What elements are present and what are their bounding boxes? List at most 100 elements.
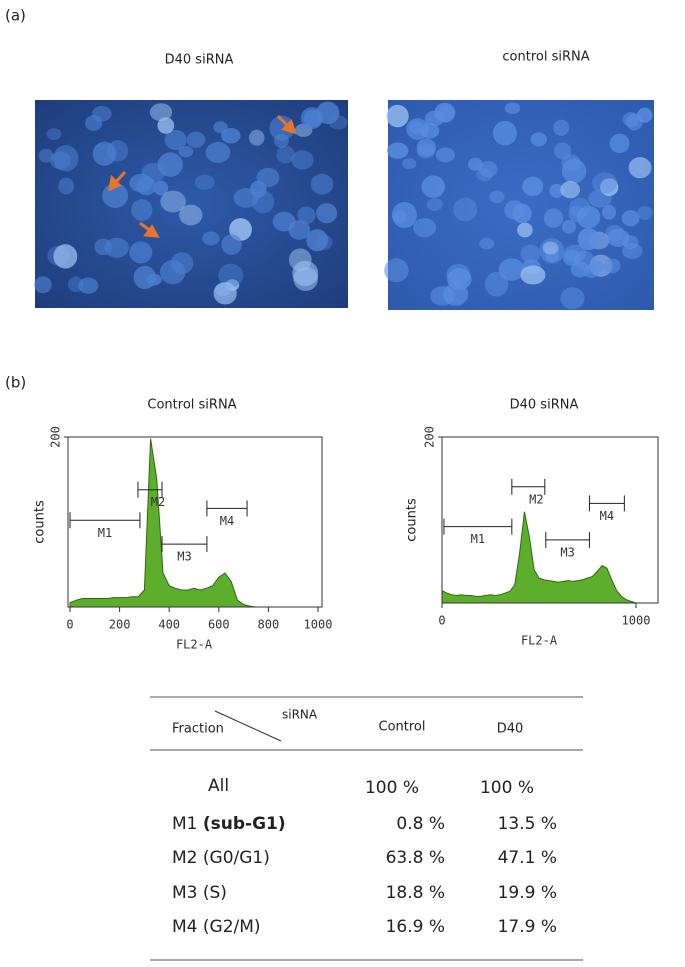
nucleus [276,145,295,164]
nucleus [386,104,409,128]
nucleus [467,157,483,171]
chart-title: D40 siRNA [510,398,579,413]
panel-label: (b) [5,374,26,392]
nucleus [602,205,617,220]
histogram-area [441,511,637,604]
nucleus [504,200,525,220]
nucleus [131,199,153,221]
nucleus [133,265,157,290]
x-tick-label: 0 [438,614,445,628]
arrow-head [108,174,122,192]
x-tick-label: 0 [66,618,73,632]
nucleus [600,178,619,197]
nucleus [453,197,478,222]
nucleus [553,119,570,136]
gate-label: M4 [600,509,614,523]
nucleus [34,276,52,294]
nucleus [570,261,590,278]
y-axis-label: counts [33,500,48,544]
nucleus [560,287,585,310]
x-tick-label: 400 [158,618,180,632]
plot-frame [441,436,659,604]
x-axis-label: FL2-A [521,634,558,648]
nucleus [136,176,157,196]
nucleus [542,241,559,255]
nucleus [153,180,169,196]
nucleus [621,242,643,259]
image-title: control siRNA [502,50,589,65]
nucleus [416,143,436,159]
column-header: Control [379,720,426,735]
gate-label: M1 [471,532,485,546]
nucleus [306,229,329,252]
nucleus [46,128,62,140]
nucleus [78,277,99,294]
table: Fraction siRNA Control D40 All 100 % 100 % M1… [150,696,583,961]
nucleus [553,142,572,160]
nucleus [221,234,242,255]
x-axis-label: FL2-A [176,638,213,652]
nucleus [316,234,333,250]
x-tick-label: 1000 [304,618,333,632]
nucleus [202,231,220,246]
nucleus [520,265,546,285]
nucleus [543,208,564,228]
nucleus [288,248,312,272]
nucleus [609,133,630,154]
nucleus [384,258,409,283]
nucleus [58,177,75,195]
cell: 47.1 % [498,848,557,868]
image-title: D40 siRNA [165,53,234,68]
cell: 16.9 % [386,917,445,937]
nucleus [160,190,186,213]
nucleus [492,120,517,146]
row-label: M4 (G2/M) [172,917,261,937]
nucleus [256,167,280,188]
nucleus [213,121,228,134]
nucleus [530,132,548,147]
plot-frame [67,436,323,608]
nucleus [561,219,577,234]
cell: 19.9 % [498,883,557,903]
row-label: M1 (sub-G1) [172,814,286,834]
nucleus [157,152,183,177]
nucleus [517,222,533,238]
nucleus [178,145,194,158]
cell: 18.8 % [386,883,445,903]
nucleus [274,133,289,148]
x-tick-label: 600 [208,618,230,632]
nucleus [157,117,175,134]
nucleus [604,258,621,274]
cell: 13.5 % [498,814,557,834]
cell: 63.8 % [386,848,445,868]
nucleus [218,263,244,288]
nucleus [300,107,324,130]
chart-title: Control siRNA [147,398,236,413]
nucleus [297,206,316,225]
nucleus [179,204,203,226]
nucleus [205,141,231,163]
nucleus [186,131,206,148]
nucleus [170,252,194,275]
nucleus [401,157,417,170]
nucleus [621,210,640,227]
nucleus [628,157,652,179]
nucleus [194,174,215,190]
row-label-bold: (sub-G1) [203,814,286,834]
corner-diagonal [214,710,282,742]
gate-label: M1 [98,526,112,540]
nucleus [38,148,54,163]
nucleus [272,211,296,232]
nucleus [94,238,112,256]
nucleus [269,115,295,141]
nucleus [438,106,455,123]
gate-label: M3 [560,545,574,559]
nucleus [563,244,587,263]
row-label: M2 (G0/G1) [172,848,270,868]
nucleus [129,241,153,264]
nucleus [328,115,348,130]
nucleus [435,147,456,163]
gate-label: M3 [177,550,191,564]
nucleus [413,218,437,238]
nucleus [316,203,338,224]
